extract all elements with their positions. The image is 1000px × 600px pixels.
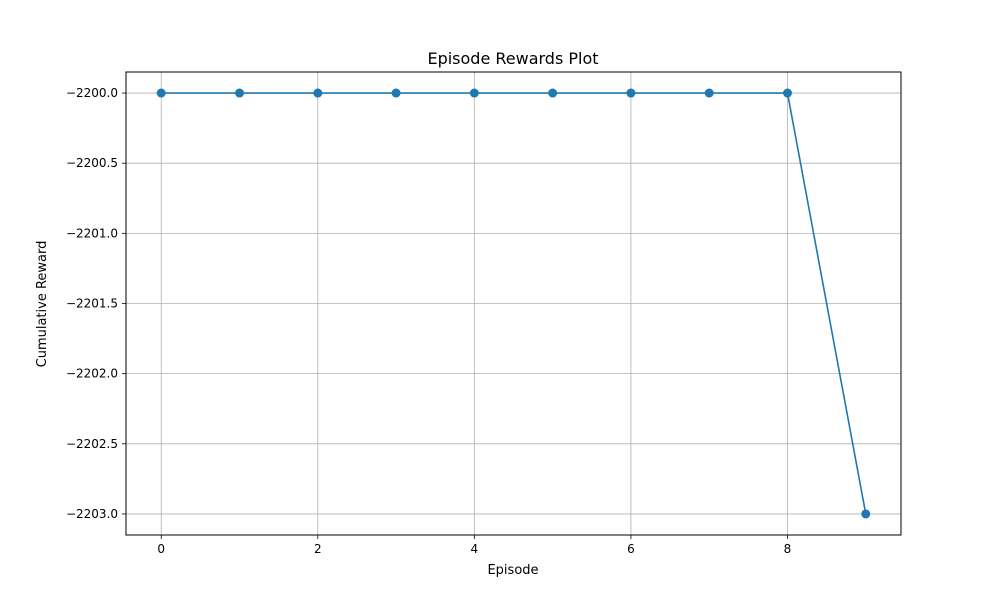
data-point <box>782 88 792 98</box>
y-tick-label: −2201.0 <box>66 226 118 240</box>
series-layer <box>156 88 871 519</box>
data-point <box>469 88 479 98</box>
y-tick-label: −2202.0 <box>66 367 118 381</box>
y-tick-label: −2203.0 <box>66 507 118 521</box>
y-tick-label: −2202.5 <box>66 437 118 451</box>
x-tick-label: 2 <box>314 542 322 556</box>
y-axis-label: Cumulative Reward <box>35 241 50 368</box>
y-tick-label: −2200.0 <box>66 86 118 100</box>
x-axis-ticks: 0 2 4 6 8 <box>157 535 791 556</box>
x-tick-label: 6 <box>627 542 635 556</box>
x-tick-label: 4 <box>471 542 479 556</box>
data-point <box>156 88 166 98</box>
data-point <box>313 88 323 98</box>
data-point <box>235 88 245 98</box>
series-line <box>161 92 867 515</box>
data-point <box>548 88 558 98</box>
y-tick-label: −2200.5 <box>66 156 118 170</box>
x-axis-label: Episode <box>487 563 538 578</box>
y-tick-label: −2201.5 <box>66 297 118 311</box>
chart-title: Episode Rewards Plot <box>427 49 598 68</box>
data-point <box>626 88 636 98</box>
y-axis-ticks: −2200.0 −2200.5 −2201.0 −2201.5 −2202.0 −2202… <box>66 86 126 521</box>
data-point <box>704 88 714 98</box>
data-point <box>861 509 871 519</box>
data-point <box>391 88 401 98</box>
x-tick-label: 0 <box>157 542 165 556</box>
x-tick-label: 8 <box>784 542 792 556</box>
